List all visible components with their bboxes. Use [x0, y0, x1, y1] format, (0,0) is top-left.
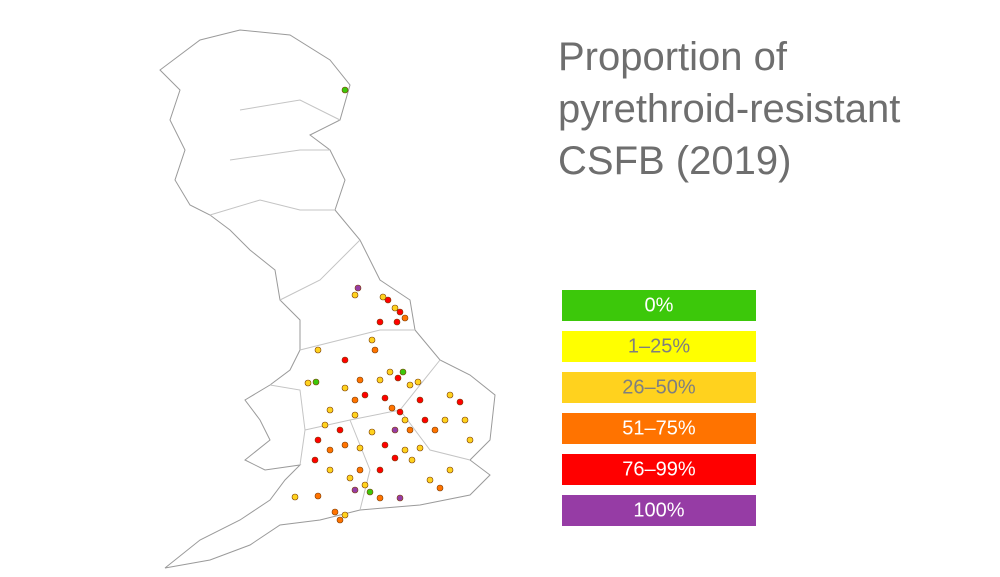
- survey-point: [456, 398, 464, 406]
- survey-point: [376, 318, 384, 326]
- survey-point: [326, 446, 334, 454]
- legend-swatch: [562, 454, 756, 485]
- title: Proportion of pyrethroid-resistant CSFB (2…: [558, 35, 900, 183]
- survey-point: [406, 426, 414, 434]
- survey-point: [314, 436, 322, 444]
- survey-point: [341, 384, 349, 392]
- survey-point: [354, 284, 362, 292]
- survey-point: [401, 314, 409, 322]
- survey-point: [426, 476, 434, 484]
- survey-point: [396, 308, 404, 316]
- survey-point: [368, 336, 376, 344]
- legend-swatch: [562, 331, 756, 362]
- survey-point: [341, 511, 349, 519]
- title-line: Proportion of: [558, 35, 788, 79]
- legend-label: 51–75%: [622, 417, 696, 439]
- legend-label: 100%: [633, 499, 684, 521]
- survey-point: [326, 466, 334, 474]
- survey-point: [391, 304, 399, 312]
- survey-point: [368, 428, 376, 436]
- survey-point: [311, 456, 319, 464]
- survey-point: [446, 391, 454, 399]
- survey-point: [361, 391, 369, 399]
- map: [159, 29, 496, 569]
- legend-label: 1–25%: [628, 335, 690, 357]
- survey-point: [408, 456, 416, 464]
- survey-point: [399, 368, 407, 376]
- survey-point: [436, 484, 444, 492]
- title-line: pyrethroid-resistant: [558, 87, 900, 131]
- title-line: CSFB (2019): [558, 139, 791, 183]
- survey-point: [416, 396, 424, 404]
- legend-swatch: [562, 495, 756, 526]
- region-borders: [209, 99, 471, 511]
- survey-point: [379, 293, 387, 301]
- survey-point: [336, 426, 344, 434]
- survey-point: [414, 378, 422, 386]
- survey-point: [351, 291, 359, 299]
- survey-point: [388, 404, 396, 412]
- legend-swatch: [562, 413, 756, 444]
- survey-point: [396, 408, 404, 416]
- gb-outline: [159, 29, 496, 569]
- survey-point: [314, 492, 322, 500]
- survey-point: [321, 421, 329, 429]
- survey-point: [366, 488, 374, 496]
- survey-point: [351, 486, 359, 494]
- survey-point: [416, 444, 424, 452]
- survey-point: [384, 296, 392, 304]
- survey-point: [376, 494, 384, 502]
- survey-point: [341, 86, 349, 94]
- survey-point: [291, 493, 299, 501]
- survey-point: [466, 436, 474, 444]
- legend: 0% 1–25% 26–50% 51–75% 76–99% 100%: [562, 290, 756, 526]
- survey-point: [391, 426, 399, 434]
- survey-point: [371, 346, 379, 354]
- survey-point: [394, 374, 402, 382]
- survey-point: [421, 416, 429, 424]
- survey-point: [331, 508, 339, 516]
- legend-swatch: [562, 372, 756, 403]
- survey-point: [396, 494, 404, 502]
- survey-point: [391, 454, 399, 462]
- survey-point: [346, 474, 354, 482]
- survey-point: [376, 376, 384, 384]
- survey-point: [441, 416, 449, 424]
- survey-point: [356, 444, 364, 452]
- survey-point: [393, 318, 401, 326]
- survey-point: [401, 416, 409, 424]
- survey-point: [381, 394, 389, 402]
- survey-point: [336, 516, 344, 524]
- legend-label: 76–99%: [622, 458, 696, 480]
- survey-point: [361, 481, 369, 489]
- survey-point: [312, 378, 320, 386]
- legend-label: 0%: [645, 294, 674, 316]
- survey-point: [381, 441, 389, 449]
- survey-point: [431, 426, 439, 434]
- survey-point: [341, 441, 349, 449]
- survey-point: [401, 446, 409, 454]
- survey-point: [406, 381, 414, 389]
- legend-label: 26–50%: [622, 376, 696, 398]
- survey-point: [351, 396, 359, 404]
- survey-point: [304, 379, 312, 387]
- survey-point: [356, 376, 364, 384]
- survey-point: [386, 368, 394, 376]
- legend-swatch: [562, 290, 756, 321]
- survey-point: [461, 416, 469, 424]
- survey-point: [351, 411, 359, 419]
- survey-point: [314, 346, 322, 354]
- survey-point: [376, 466, 384, 474]
- survey-point: [341, 356, 349, 364]
- survey-point: [446, 466, 454, 474]
- survey-points: [291, 86, 474, 524]
- survey-point: [356, 466, 364, 474]
- survey-point: [326, 406, 334, 414]
